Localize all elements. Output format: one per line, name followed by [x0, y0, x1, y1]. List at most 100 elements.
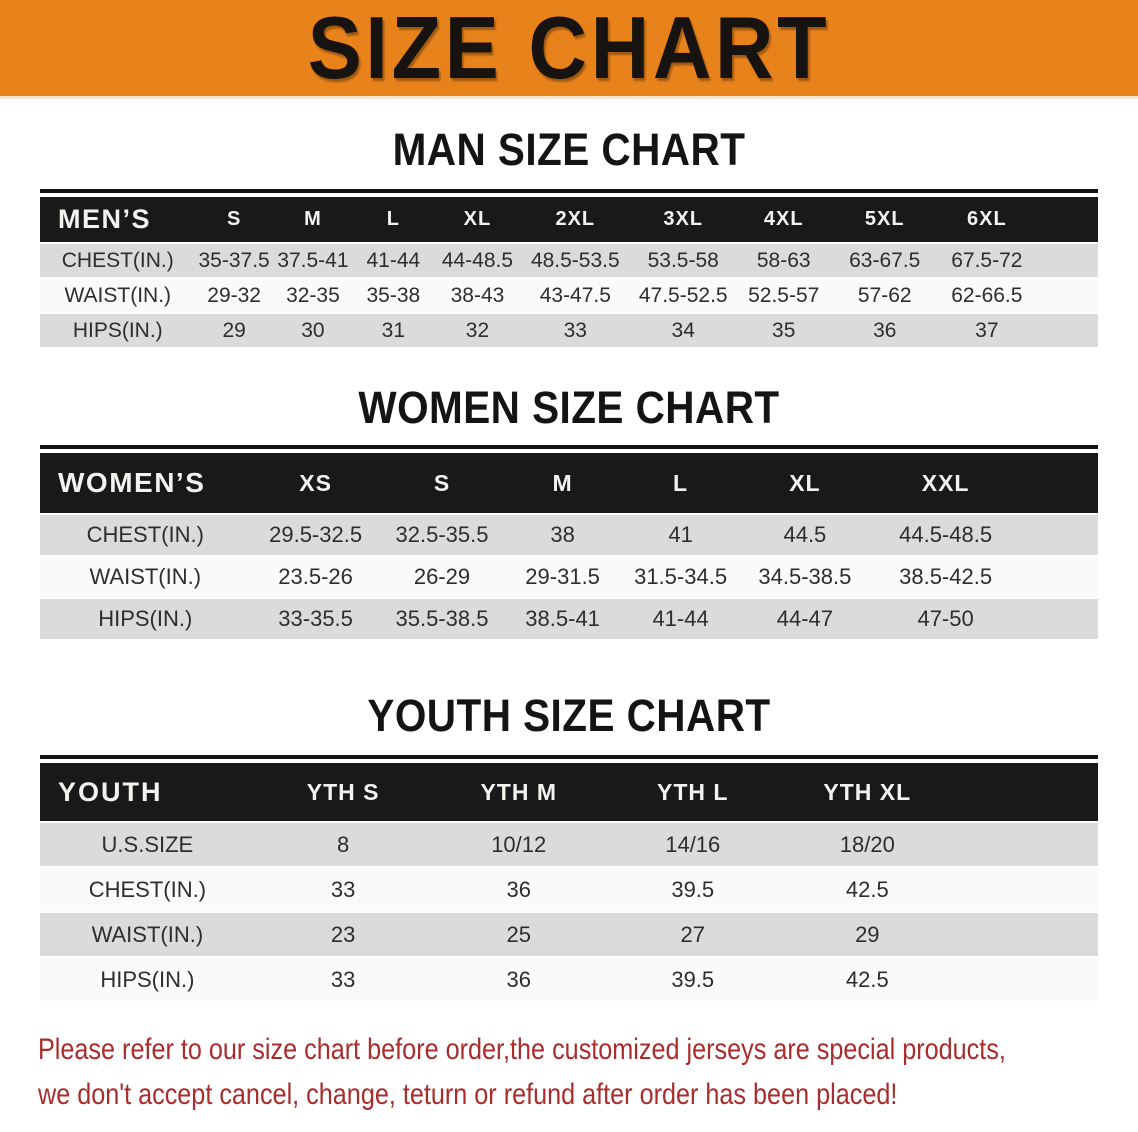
- youth-table-wrap: YOUTH YTH S YTH M YTH L YTH XL U.S.SIZE 8 10/1…: [40, 755, 1098, 1003]
- spacer-cell: [955, 763, 1098, 821]
- spacer-cell: [1034, 314, 1098, 347]
- size-cell: 29-32: [195, 279, 273, 312]
- womens-table-wrap: WOMEN’S XS S M L XL XXL CHEST(IN.) 29.5-32.5 32.…: [40, 445, 1098, 641]
- table-row: WAIST(IN.) 23.5-26 26-29 29-31.5 31.5-34.5 34…: [40, 557, 1098, 597]
- table-corner-label: WOMEN’S: [40, 453, 251, 513]
- youth-size-chart-section: YOUTH SIZE CHART YOUTH YTH S YTH M YTH L YTH…: [0, 691, 1138, 1003]
- size-cell: 41: [621, 515, 740, 555]
- table-row: HIPS(IN.) 33-35.5 35.5-38.5 38.5-41 41-44 44-…: [40, 599, 1098, 639]
- size-cell: 57-62: [830, 279, 940, 312]
- size-cell: 35-37.5: [195, 244, 273, 277]
- size-chart-banner: SIZE CHART: [0, 0, 1138, 99]
- size-cell: 35: [737, 314, 831, 347]
- size-cell: 52.5-57: [737, 279, 831, 312]
- size-cell: 39.5: [606, 958, 780, 1001]
- size-cell: 27: [606, 913, 780, 956]
- mens-size-table: MEN’S S M L XL 2XL 3XL 4XL 5XL 6XL CHEST(IN.) 35-3…: [40, 195, 1098, 349]
- table-row: CHEST(IN.) 29.5-32.5 32.5-35.5 38 41 44.5 44.5…: [40, 515, 1098, 555]
- size-cell: 35.5-38.5: [380, 599, 504, 639]
- column-header: L: [621, 453, 740, 513]
- table-top-rule: [40, 445, 1098, 449]
- row-label: HIPS(IN.): [40, 314, 196, 347]
- size-cell: 33: [254, 868, 432, 911]
- row-label: HIPS(IN.): [40, 958, 255, 1001]
- spacer-cell: [955, 823, 1098, 866]
- table-row: HIPS(IN.) 33 36 39.5 42.5: [40, 958, 1098, 1001]
- size-cell: 36: [830, 314, 940, 347]
- row-label: WAIST(IN.): [40, 557, 251, 597]
- column-header: 3XL: [629, 197, 738, 242]
- row-label: CHEST(IN.): [40, 868, 255, 911]
- size-cell: 48.5-53.5: [521, 244, 630, 277]
- size-cell: 37: [939, 314, 1035, 347]
- spacer-cell: [1020, 453, 1098, 513]
- row-label: CHEST(IN.): [40, 244, 196, 277]
- size-cell: 18/20: [779, 823, 956, 866]
- column-header: L: [353, 197, 434, 242]
- size-cell: 38-43: [433, 279, 522, 312]
- size-cell: 10/12: [431, 823, 606, 866]
- column-header: XXL: [870, 453, 1021, 513]
- youth-section-heading: YOUTH SIZE CHART: [367, 690, 771, 741]
- table-row: WAIST(IN.) 23 25 27 29: [40, 913, 1098, 956]
- size-cell: 8: [254, 823, 432, 866]
- size-cell: 30: [272, 314, 354, 347]
- size-cell: 29-31.5: [503, 557, 622, 597]
- size-cell: 26-29: [380, 557, 504, 597]
- size-cell: 29.5-32.5: [250, 515, 381, 555]
- size-cell: 32: [433, 314, 522, 347]
- size-cell: 35-38: [353, 279, 434, 312]
- header-row: MEN’S S M L XL 2XL 3XL 4XL 5XL 6XL: [40, 197, 1098, 242]
- row-label: HIPS(IN.): [40, 599, 251, 639]
- size-cell: 33: [521, 314, 630, 347]
- column-header: 2XL: [521, 197, 630, 242]
- column-header: XS: [250, 453, 381, 513]
- size-cell: 32.5-35.5: [380, 515, 504, 555]
- size-cell: 33-35.5: [250, 599, 381, 639]
- size-cell: 29: [195, 314, 273, 347]
- size-cell: 29: [779, 913, 956, 956]
- size-cell: 53.5-58: [629, 244, 738, 277]
- size-cell: 23: [254, 913, 432, 956]
- header-row: WOMEN’S XS S M L XL XXL: [40, 453, 1098, 513]
- table-corner-label: MEN’S: [40, 197, 196, 242]
- youth-size-table: YOUTH YTH S YTH M YTH L YTH XL U.S.SIZE 8 10/1…: [40, 761, 1098, 1003]
- spacer-cell: [1034, 279, 1098, 312]
- row-label: WAIST(IN.): [40, 279, 196, 312]
- spacer-cell: [1020, 599, 1098, 639]
- spacer-cell: [955, 958, 1098, 1001]
- column-header: 5XL: [830, 197, 940, 242]
- row-label: CHEST(IN.): [40, 515, 251, 555]
- spacer-cell: [1020, 515, 1098, 555]
- size-cell: 34.5-38.5: [739, 557, 871, 597]
- size-cell: 47-50: [870, 599, 1021, 639]
- banner-title: SIZE CHART: [307, 0, 831, 97]
- spacer-cell: [1034, 244, 1098, 277]
- mens-table-wrap: MEN’S S M L XL 2XL 3XL 4XL 5XL 6XL CHEST(IN.) 35-3…: [40, 189, 1098, 349]
- disclaimer-line-2: we don't accept cancel, change, teturn o…: [38, 1078, 898, 1111]
- size-cell: 43-47.5: [521, 279, 630, 312]
- size-cell: 47.5-52.5: [629, 279, 738, 312]
- column-header: 4XL: [737, 197, 831, 242]
- column-header: S: [380, 453, 504, 513]
- size-cell: 44.5-48.5: [870, 515, 1021, 555]
- size-cell: 14/16: [606, 823, 780, 866]
- size-cell: 41-44: [353, 244, 434, 277]
- column-header: YTH XL: [779, 763, 956, 821]
- man-size-chart-section: MAN SIZE CHART MEN’S S M L XL 2XL 3XL 4XL 5XL 6XL…: [0, 125, 1138, 349]
- spacer-cell: [1020, 557, 1098, 597]
- table-top-rule: [40, 189, 1098, 193]
- size-cell: 42.5: [779, 868, 956, 911]
- size-cell: 41-44: [621, 599, 740, 639]
- size-cell: 58-63: [737, 244, 831, 277]
- size-cell: 23.5-26: [250, 557, 381, 597]
- women-section-heading: WOMEN SIZE CHART: [358, 382, 780, 433]
- column-header: YTH M: [431, 763, 606, 821]
- size-cell: 37.5-41: [272, 244, 354, 277]
- column-header: YTH S: [254, 763, 432, 821]
- disclaimer-line-1: Please refer to our size chart before or…: [38, 1033, 1006, 1066]
- size-cell: 44-48.5: [433, 244, 522, 277]
- size-cell: 67.5-72: [939, 244, 1035, 277]
- table-top-rule: [40, 755, 1098, 759]
- size-cell: 42.5: [779, 958, 956, 1001]
